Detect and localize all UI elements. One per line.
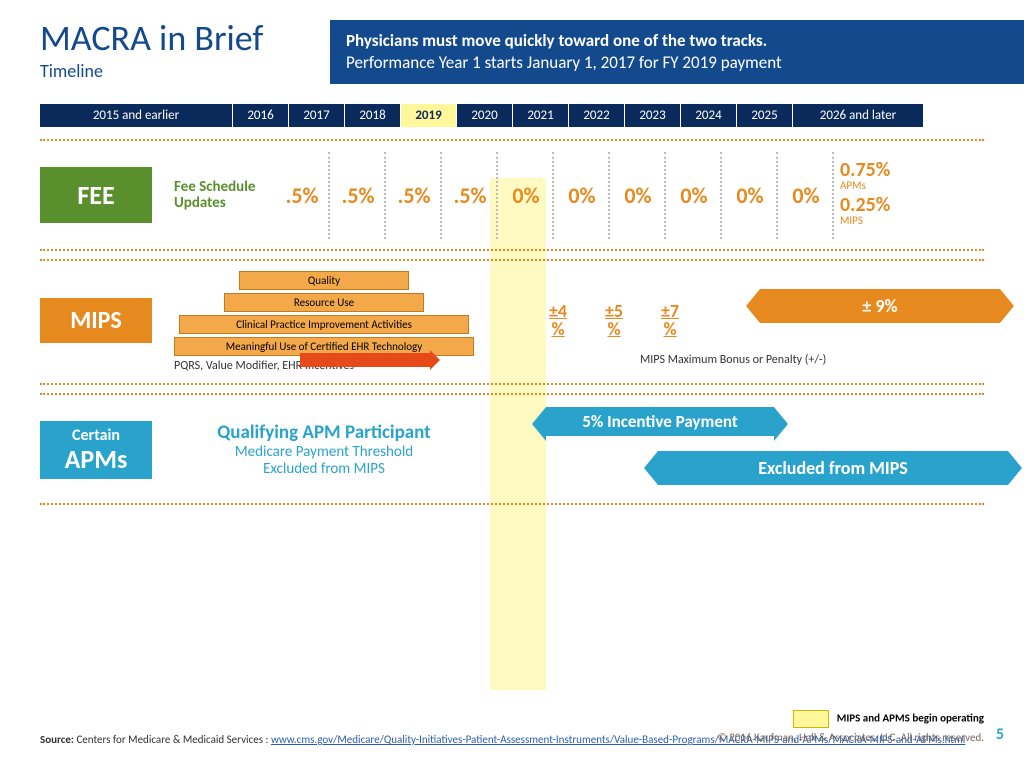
mips-row: MIPS Quality Resource Use Clinical Practic… [40, 265, 984, 375]
banner: Physicians must move quickly toward one … [330, 20, 1024, 84]
mips-transition-arrow [300, 353, 430, 367]
fee-value: .5% [386, 182, 442, 209]
fee-badge: FEE [40, 167, 152, 223]
page-title: MACRA in Brief [40, 20, 330, 56]
divider [40, 393, 984, 395]
legend: MIPS and APMS begin operating [793, 710, 984, 728]
th-later: 2026 and later [793, 104, 923, 127]
th-year: 2022 [569, 104, 625, 127]
mips-bar: Resource Use [224, 293, 424, 312]
fee-label: Fee Schedule Updates [174, 179, 274, 212]
th-year: 2016 [233, 104, 289, 127]
apm-ribbon-excluded: Excluded from MIPS [658, 451, 1008, 485]
th-year: 2024 [681, 104, 737, 127]
th-year: 2025 [737, 104, 793, 127]
apm-row: Certain APMs Qualifying APM Participant … [40, 407, 984, 493]
fee-value: 0% [722, 182, 778, 209]
fee-value: 0% [666, 182, 722, 209]
fee-value: .5% [442, 182, 498, 209]
mips-bar: Quality [239, 271, 409, 290]
timeline-header: 2015 and earlier 20162017201820192020202… [40, 104, 984, 127]
copyright: © 2016 Kaufman, Hall & Associates, LLC. … [718, 731, 984, 744]
divider [40, 503, 984, 505]
mips-note: MIPS Maximum Bonus or Penalty (+/-) [640, 353, 826, 367]
mips-ribbon-9: ± 9% [760, 289, 1000, 323]
fee-value: .5% [330, 182, 386, 209]
fee-value: .5% [274, 182, 330, 209]
page-subtitle: Timeline [40, 60, 330, 82]
footer: Source: Centers for Medicare & Medicaid … [40, 733, 984, 746]
th-year: 2020 [457, 104, 513, 127]
apm-ribbon-incentive: 5% Incentive Payment [546, 407, 774, 436]
divider [40, 383, 984, 385]
mips-value: ±5% [586, 302, 642, 338]
fee-value: 0% [554, 182, 610, 209]
divider [40, 259, 984, 261]
fee-value: 0% [498, 182, 554, 209]
th-year: 2023 [625, 104, 681, 127]
th-year: 2019 [401, 104, 457, 127]
th-year: 2018 [345, 104, 401, 127]
mips-badge: MIPS [40, 298, 152, 343]
fee-row: FEE Fee Schedule Updates .5%.5%.5%.5%0%0… [40, 145, 984, 245]
mips-value: ±7% [642, 302, 698, 338]
fee-value: 0% [610, 182, 666, 209]
fee-value: 0% [778, 182, 834, 209]
th-earlier: 2015 and earlier [40, 104, 233, 127]
apm-badge: Certain APMs [40, 421, 152, 479]
mips-value: ±4% [530, 302, 586, 338]
th-year: 2021 [513, 104, 569, 127]
apm-title: Qualifying APM Participant Medicare Paym… [174, 423, 474, 477]
page-number: 5 [996, 725, 1004, 744]
banner-line2: Performance Year 1 starts January 1, 201… [346, 52, 1008, 74]
banner-line1: Physicians must move quickly toward one … [346, 30, 1008, 52]
divider [40, 249, 984, 251]
mips-bar: Clinical Practice Improvement Activities [179, 315, 469, 334]
fee-end: 0.75%APMs 0.25%MIPS [834, 160, 964, 230]
legend-swatch [793, 710, 829, 728]
divider [40, 139, 984, 141]
th-year: 2017 [289, 104, 345, 127]
